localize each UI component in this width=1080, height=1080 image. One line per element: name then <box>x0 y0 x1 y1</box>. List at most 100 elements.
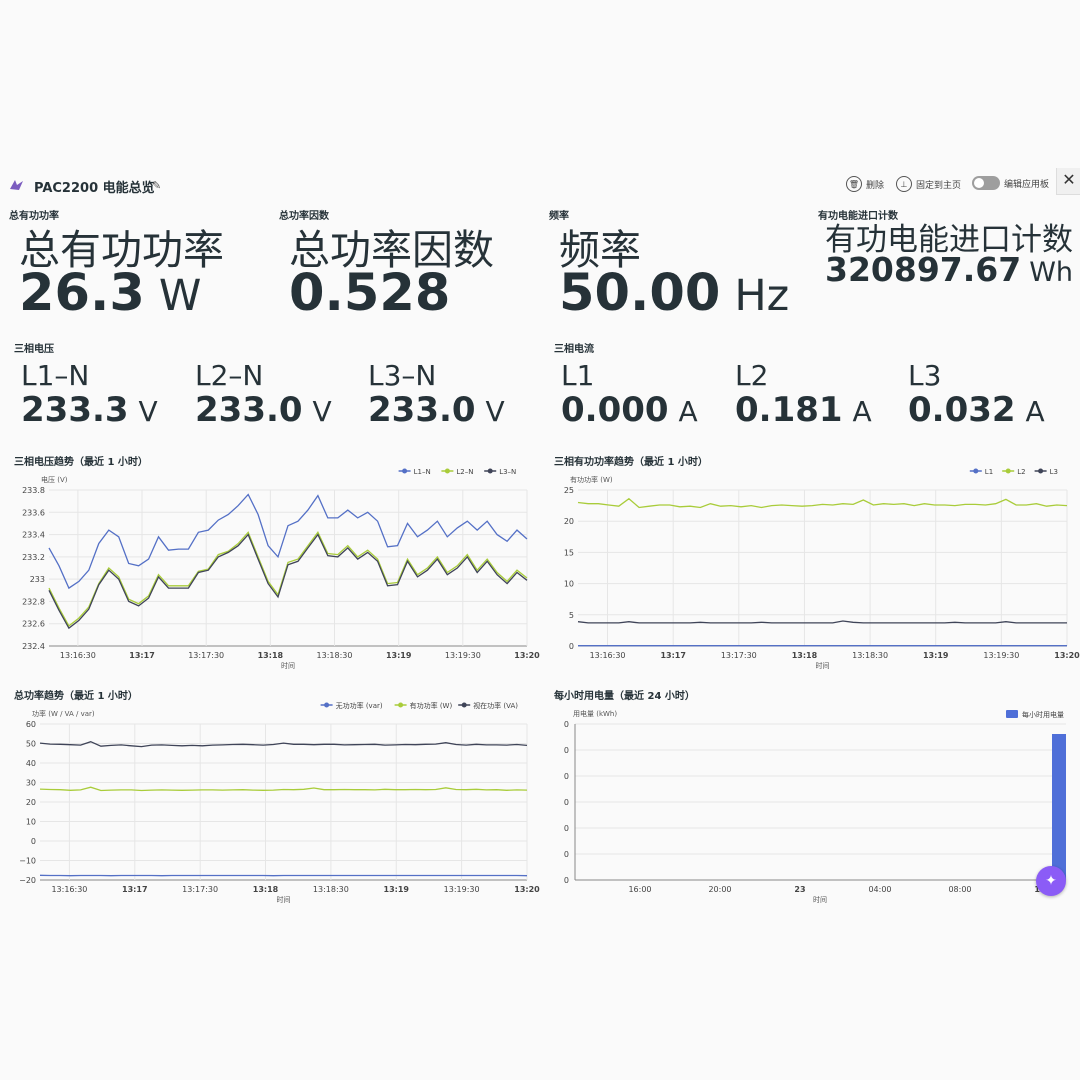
y-tick-label: 30 <box>26 779 36 788</box>
hourly-energy-chart: 用电量 (kWh)000000016:0020:002304:0008:0012… <box>564 709 1066 904</box>
y-tick-label: 0 <box>569 642 574 651</box>
x-tick-label: 13:18 <box>258 651 284 660</box>
y-tick-label: 0 <box>564 876 569 885</box>
phase-name: L2–N <box>195 359 264 392</box>
phase-value: 233.0 V <box>195 390 332 430</box>
pin-icon: ⊥ <box>896 176 912 192</box>
legend-marker <box>402 468 408 474</box>
legend-marker <box>398 702 404 708</box>
delete-label: 删除 <box>866 180 885 191</box>
series-line-L3 <box>577 620 1067 624</box>
x-tick-label: 13:17 <box>122 885 147 894</box>
legend-swatch <box>1006 710 1018 718</box>
x-tick-label: 13:18:30 <box>317 651 353 660</box>
y-tick-label: 232.6 <box>22 620 45 629</box>
legend-marker <box>973 468 979 474</box>
legend-label: 有功功率 (W) <box>410 702 453 710</box>
phase-name: L3–N <box>368 359 437 392</box>
legend-label: 每小时用电量 <box>1022 710 1064 719</box>
legend-label: L3 <box>1050 468 1058 476</box>
x-tick-label: 13:19 <box>923 651 949 660</box>
assistant-sparkle-button[interactable]: ✦ <box>1036 866 1066 896</box>
y-tick-label: −20 <box>19 876 36 885</box>
y-tick-label: 233.6 <box>22 508 45 517</box>
bar <box>1052 734 1066 880</box>
stat-label: 有功电能进口计数 <box>818 211 898 222</box>
y-tick-label: 20 <box>564 517 574 526</box>
phase-value: 0.000 A <box>561 390 698 430</box>
x-tick-label: 04:00 <box>868 885 891 894</box>
legend-label: L2–N <box>456 468 473 476</box>
y-tick-label: 5 <box>569 611 574 620</box>
legend-label: 视在功率 (VA) <box>473 702 518 710</box>
x-tick-label: 13:17:30 <box>188 651 224 660</box>
y-tick-label: 0 <box>564 824 569 833</box>
dashboard-header: PAC2200 电能总览 ✎ 🗑 删除 ⊥ 固定到主页 编辑应用板 ✕ <box>0 168 1080 202</box>
trash-icon: 🗑 <box>846 176 862 192</box>
y-axis-label: 功率 (W / VA / var) <box>32 709 95 718</box>
x-tick-label: 13:19:30 <box>445 651 481 660</box>
voltage-section-label: 三相电压 <box>14 344 54 355</box>
stat-value: 0.528 <box>289 264 451 323</box>
x-tick-label: 13:17:30 <box>721 651 757 660</box>
x-tick-label: 16:00 <box>628 885 651 894</box>
x-tick-label: 23 <box>794 885 805 894</box>
toggle-switch[interactable] <box>972 176 1000 190</box>
phase-name: L1 <box>561 359 595 392</box>
x-axis-label: 时间 <box>277 895 291 904</box>
pin-to-home-button[interactable]: ⊥ 固定到主页 <box>896 176 961 192</box>
y-tick-label: 232.8 <box>22 597 45 606</box>
stat-name: 频率 <box>559 226 641 274</box>
stat-value: 50.00 Hz <box>559 264 790 323</box>
legend-marker <box>444 468 450 474</box>
x-tick-label: 13:19 <box>386 651 412 660</box>
y-tick-label: 60 <box>26 720 36 729</box>
x-tick-label: 13:20 <box>1054 651 1080 660</box>
y-tick-label: 25 <box>564 486 574 495</box>
y-tick-label: 10 <box>564 580 574 589</box>
series-line-L1–N <box>48 493 528 590</box>
chart-title: 每小时用电量（最近 24 小时） <box>554 691 695 702</box>
y-tick-label: 20 <box>26 798 36 807</box>
close-icon[interactable]: ✕ <box>1056 168 1080 195</box>
y-tick-label: −10 <box>19 857 36 866</box>
x-axis-label: 时间 <box>816 661 830 670</box>
pin-label: 固定到主页 <box>916 180 962 191</box>
edit-panel-label: 编辑应用板 <box>1004 179 1050 190</box>
y-tick-label: 233.4 <box>22 531 45 540</box>
legend-marker <box>487 468 493 474</box>
legend-label: L3–N <box>499 468 516 476</box>
edit-title-icon[interactable]: ✎ <box>152 179 162 192</box>
x-tick-label: 13:18 <box>253 885 279 894</box>
legend-label: 无功功率 (var) <box>336 702 383 710</box>
x-tick-label: 13:18 <box>792 651 818 660</box>
y-axis-label: 有功功率 (W) <box>570 475 613 484</box>
bird-logo-icon <box>10 180 23 190</box>
phase-name: L2 <box>735 359 769 392</box>
stat-name: 总功率因数 <box>289 226 494 274</box>
phase-name: L1–N <box>21 359 90 392</box>
y-axis-label: 用电量 (kWh) <box>573 709 617 718</box>
edit-panel-toggle[interactable]: 编辑应用板 <box>972 176 1049 190</box>
legend-label: L1–N <box>414 468 431 476</box>
x-tick-label: 13:20 <box>514 651 540 660</box>
phase-value: 0.181 A <box>735 390 872 430</box>
series-line-有功功率 (W) <box>39 786 528 792</box>
legend-label: L1 <box>985 468 993 476</box>
y-tick-label: 232.4 <box>22 642 45 651</box>
voltage-trend-chart: 电压 (V) 233.8 233.6 233.4 233.2 233 232.8 232.6 2… <box>22 468 540 670</box>
chart-title: 总功率趋势（最近 1 小时） <box>14 691 138 702</box>
y-tick-label: 10 <box>26 818 36 827</box>
stat-name: 有功电能进口计数 <box>825 222 1073 258</box>
x-tick-label: 13:20 <box>514 885 540 894</box>
x-tick-label: 20:00 <box>708 885 731 894</box>
x-axis-label: 时间 <box>281 661 295 670</box>
legend-marker <box>461 702 467 708</box>
delete-button[interactable]: 🗑 删除 <box>846 176 884 192</box>
x-tick-label: 13:18:30 <box>852 651 888 660</box>
x-tick-label: 13:16:30 <box>51 885 87 894</box>
x-tick-label: 13:19 <box>384 885 410 894</box>
y-tick-label: 233 <box>30 575 45 584</box>
y-tick-label: 15 <box>564 548 574 557</box>
y-axis-label: 电压 (V) <box>41 475 68 484</box>
